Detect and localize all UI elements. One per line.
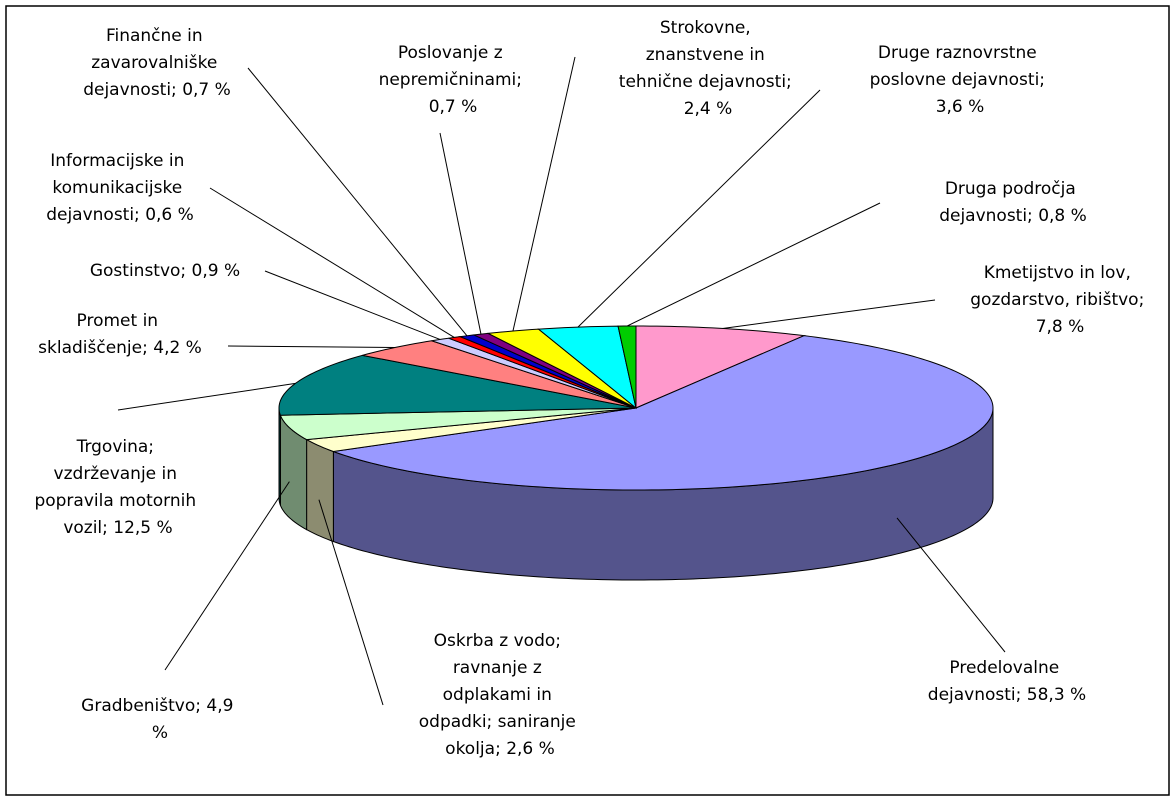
leader-lines: [117, 56, 1006, 706]
label-line: skladiščenje; 4,2 %: [38, 338, 202, 358]
label-line: dejavnosti; 0,6 %: [46, 205, 194, 225]
label-line: Gradbeništvo; 4,9: [81, 696, 239, 716]
label-line: Promet in: [77, 311, 164, 331]
slice-side: [278, 407, 281, 506]
label-line: dejavnosti; 58,3 %: [928, 685, 1086, 705]
label-line: poslovne dejavnosti;: [870, 70, 1051, 90]
label-line: nepremičninami;: [379, 70, 528, 90]
leader-line: [318, 499, 384, 706]
leader-line: [512, 56, 576, 332]
label-line: Druga področja: [945, 179, 1081, 199]
data-label: Trgovina; vzdrževanje in popravila motor…: [34, 437, 201, 538]
label-line: odplakami in: [443, 685, 558, 705]
label-line: tehnične dejavnosti;: [619, 72, 797, 92]
slice: [635, 325, 806, 409]
label-line: Poslovanje z: [398, 43, 508, 63]
label-line: znanstvene in: [646, 45, 770, 65]
label-line: Oskrba z vodo;: [434, 631, 567, 651]
label-line: vzdrževanje in: [54, 464, 183, 484]
label-line: 2,4 %: [684, 99, 733, 119]
data-label: Gostinstvo; 0,9 %: [90, 261, 240, 281]
data-label: Oskrba z vodo; ravnanje z odplakami in o…: [419, 631, 581, 759]
label-line: Druge raznovrstne: [878, 43, 1042, 63]
data-label: Finančne in zavarovalniške dejavnosti; 0…: [83, 26, 231, 100]
pie-tops: [278, 325, 994, 491]
label-line: vozil; 12,5 %: [63, 518, 172, 538]
data-label: Strokovne, znanstvene in tehnične dejavn…: [619, 18, 797, 119]
label-line: Gostinstvo; 0,9 %: [90, 261, 240, 281]
slice: [617, 325, 637, 409]
label-line: gozdarstvo, ribištvo;: [970, 290, 1149, 310]
label-line: popravila motornih: [34, 491, 201, 511]
leader-line: [209, 187, 455, 338]
leader-line: [117, 382, 296, 411]
leader-line: [626, 202, 881, 327]
slice-side: [306, 438, 334, 543]
leader-line: [247, 67, 468, 337]
slice: [304, 407, 637, 453]
slice: [486, 328, 637, 409]
label-line: odpadki; saniranje: [419, 712, 581, 732]
label-line: Kmetijstvo in lov,: [984, 263, 1137, 283]
label-line: ravnanje z: [453, 658, 547, 678]
label-line: Trgovina;: [76, 437, 160, 457]
data-label: Promet in skladiščenje; 4,2 %: [38, 311, 202, 358]
slice: [279, 407, 637, 441]
leader-line: [722, 299, 936, 329]
data-label: Informacijske in komunikacijske dejavnos…: [46, 151, 194, 225]
data-label: Gradbeništvo; 4,9 %: [81, 696, 239, 743]
leader-line: [164, 481, 290, 671]
label-line: dejavnosti; 0,8 %: [939, 206, 1087, 226]
label-line: Informacijske in: [50, 151, 190, 171]
data-label: Druge raznovrstne poslovne dejavnosti; 3…: [870, 43, 1051, 117]
leader-line: [227, 345, 395, 349]
leader-line: [896, 517, 1006, 653]
label-line: okolja; 2,6 %: [445, 739, 555, 759]
leader-line: [577, 89, 821, 328]
label-line: Finančne in: [106, 26, 208, 46]
data-label: Kmetijstvo in lov, gozdarstvo, ribištvo;…: [970, 263, 1149, 337]
leader-line: [264, 270, 441, 340]
label-line: 3,6 %: [936, 97, 985, 117]
label-line: 7,8 %: [1036, 317, 1085, 337]
slice: [333, 335, 994, 491]
label-line: 0,7 %: [429, 97, 478, 117]
label-line: zavarovalniške: [91, 53, 223, 73]
data-label: Druga področja dejavnosti; 0,8 %: [939, 179, 1087, 226]
label-line: %: [152, 723, 168, 743]
label-line: Predelovalne: [949, 658, 1064, 678]
label-line: Strokovne,: [660, 18, 756, 38]
data-label: Poslovanje z nepremičninami; 0,7 %: [379, 43, 528, 117]
data-label: Predelovalne dejavnosti; 58,3 %: [928, 658, 1086, 705]
label-line: komunikacijske: [52, 178, 187, 198]
label-line: dejavnosti; 0,7 %: [83, 80, 231, 100]
leader-line: [439, 132, 482, 335]
labels: Kmetijstvo in lov, gozdarstvo, ribištvo;…: [34, 18, 1149, 759]
